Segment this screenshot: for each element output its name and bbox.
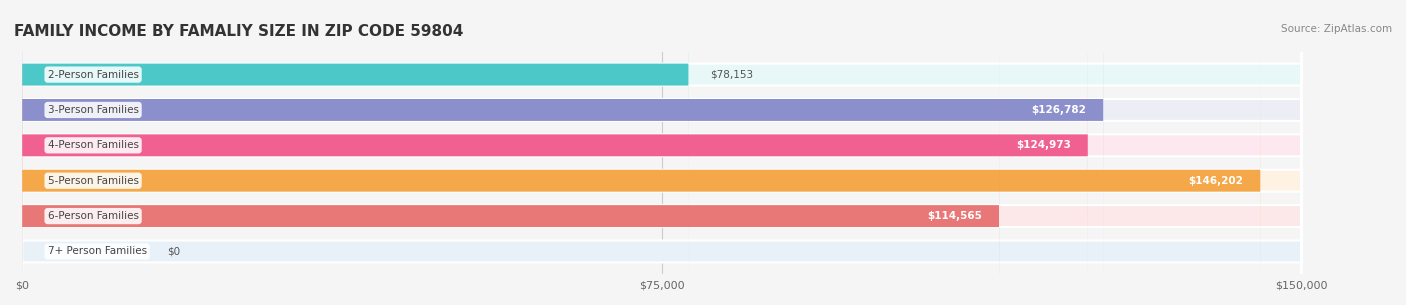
FancyBboxPatch shape <box>22 0 1302 305</box>
Text: FAMILY INCOME BY FAMALIY SIZE IN ZIP CODE 59804: FAMILY INCOME BY FAMALIY SIZE IN ZIP COD… <box>14 24 464 39</box>
Text: Source: ZipAtlas.com: Source: ZipAtlas.com <box>1281 24 1392 34</box>
FancyBboxPatch shape <box>22 0 1104 305</box>
FancyBboxPatch shape <box>22 0 1302 305</box>
Text: $114,565: $114,565 <box>928 211 983 221</box>
Text: $146,202: $146,202 <box>1188 176 1243 186</box>
FancyBboxPatch shape <box>22 0 1261 305</box>
FancyBboxPatch shape <box>22 0 1302 305</box>
FancyBboxPatch shape <box>22 0 1302 305</box>
FancyBboxPatch shape <box>22 0 1302 305</box>
Text: 3-Person Families: 3-Person Families <box>48 105 139 115</box>
Text: $78,153: $78,153 <box>710 70 754 80</box>
Text: 6-Person Families: 6-Person Families <box>48 211 139 221</box>
Text: 4-Person Families: 4-Person Families <box>48 140 139 150</box>
Text: $0: $0 <box>167 246 180 257</box>
FancyBboxPatch shape <box>22 0 1088 305</box>
Text: $126,782: $126,782 <box>1032 105 1087 115</box>
Text: 2-Person Families: 2-Person Families <box>48 70 139 80</box>
FancyBboxPatch shape <box>22 0 1000 305</box>
FancyBboxPatch shape <box>22 0 1302 305</box>
Text: 7+ Person Families: 7+ Person Families <box>48 246 146 257</box>
Text: $124,973: $124,973 <box>1017 140 1071 150</box>
Text: 5-Person Families: 5-Person Families <box>48 176 139 186</box>
FancyBboxPatch shape <box>22 0 689 305</box>
